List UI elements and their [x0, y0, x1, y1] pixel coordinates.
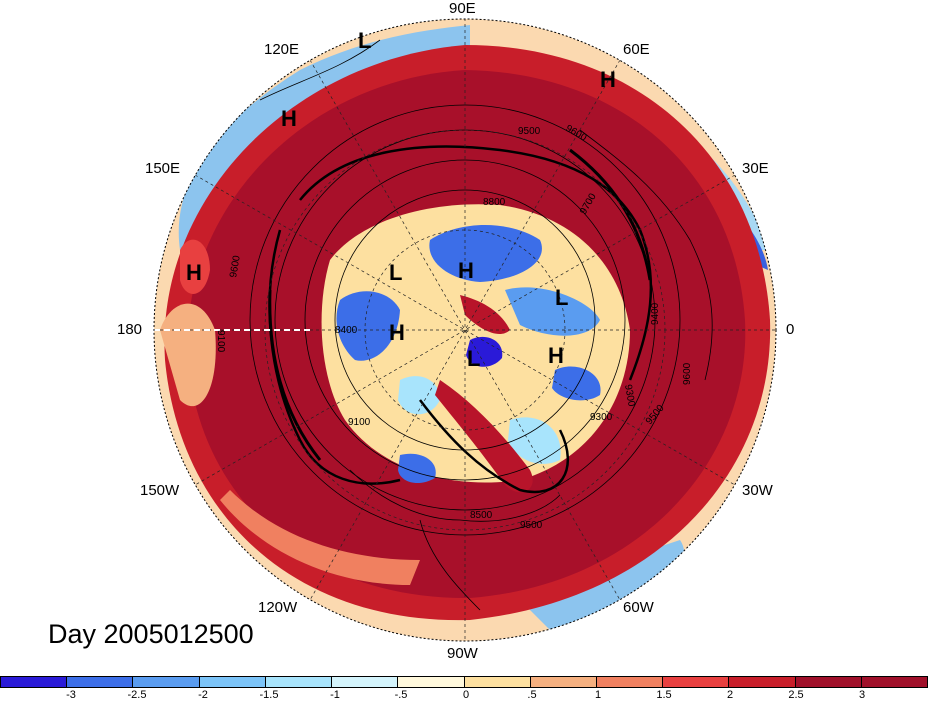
contour-label: 9300: [590, 412, 613, 423]
lon-label-150e: 150E: [145, 160, 181, 177]
lon-label-90e: 90E: [449, 0, 476, 17]
lon-label-120e: 120E: [264, 41, 300, 58]
colorbar-swatch: [795, 677, 862, 687]
colorbar-swatch: [332, 677, 399, 687]
colorbar-swatch: [199, 677, 266, 687]
colorbar-swatch: [596, 677, 664, 687]
map-field: [154, 19, 776, 641]
pressure-marker: L: [555, 285, 568, 310]
contour-label: 8500: [470, 510, 493, 521]
contour-label: 9400: [650, 302, 661, 325]
colorbar-label: -1: [330, 689, 340, 701]
lon-label-30e: 30E: [742, 160, 769, 177]
colorbar: [0, 676, 928, 688]
colorbar-swatch: [1, 677, 68, 687]
pressure-marker: H: [548, 343, 564, 368]
colorbar-label: 1.5: [656, 689, 672, 701]
pressure-marker: L: [467, 346, 480, 371]
colorbar-swatch: [464, 677, 531, 687]
lon-label-60e: 60E: [623, 41, 650, 58]
colorbar-label: -3: [66, 689, 76, 701]
colorbar-swatch: [67, 677, 134, 687]
lon-label-150w: 150W: [140, 482, 180, 499]
lon-label-0: 0: [786, 321, 795, 338]
map-disk-outline: [153, 18, 777, 642]
lon-label-30w: 30W: [742, 482, 773, 499]
colorbar-swatch: [398, 677, 465, 687]
pressure-marker: H: [600, 67, 616, 92]
colorbar-label: .5: [527, 689, 537, 701]
colorbar-label: 2.5: [788, 689, 804, 701]
colorbar-swatch: [265, 677, 333, 687]
pressure-marker: L: [358, 28, 371, 53]
pressure-marker: H: [186, 260, 202, 285]
colorbar-label: 1: [594, 689, 602, 701]
colorbar-label: 0: [462, 689, 470, 701]
colorbar-swatch: [133, 677, 200, 687]
colorbar-label: -2.5: [127, 689, 147, 701]
contour-label: 8800: [483, 197, 506, 208]
lon-label-60w: 60W: [623, 599, 654, 616]
contour-label: 9600: [682, 362, 693, 385]
contour-label: 8400: [335, 325, 358, 336]
colorbar-swatch: [663, 677, 730, 687]
contour-label: 9100: [215, 330, 226, 353]
pressure-marker: H: [281, 106, 297, 131]
pressure-marker: H: [389, 320, 405, 345]
colorbar-swatch: [729, 677, 796, 687]
colorbar-label: 2: [726, 689, 734, 701]
lon-label-90w: 90W: [447, 645, 478, 662]
pressure-marker: L: [389, 260, 402, 285]
lon-label-120w: 120W: [258, 599, 298, 616]
contour-label: 9100: [348, 417, 371, 428]
colorbar-label: -2: [198, 689, 208, 701]
colorbar-swatch: [530, 677, 597, 687]
colorbar-label: -.5: [394, 689, 408, 701]
contour-label: 9300: [622, 384, 637, 408]
colorbar-label: -1.5: [259, 689, 279, 701]
map-title: Day 2005012500: [48, 619, 254, 649]
lon-label-180: 180: [117, 321, 143, 338]
colorbar-swatch: [861, 677, 928, 687]
pressure-marker: H: [458, 258, 474, 283]
contour-label: 9500: [520, 520, 543, 531]
contour-label: 9500: [518, 126, 541, 137]
colorbar-label: 3: [858, 689, 866, 701]
contour-label: 9600: [228, 254, 243, 278]
